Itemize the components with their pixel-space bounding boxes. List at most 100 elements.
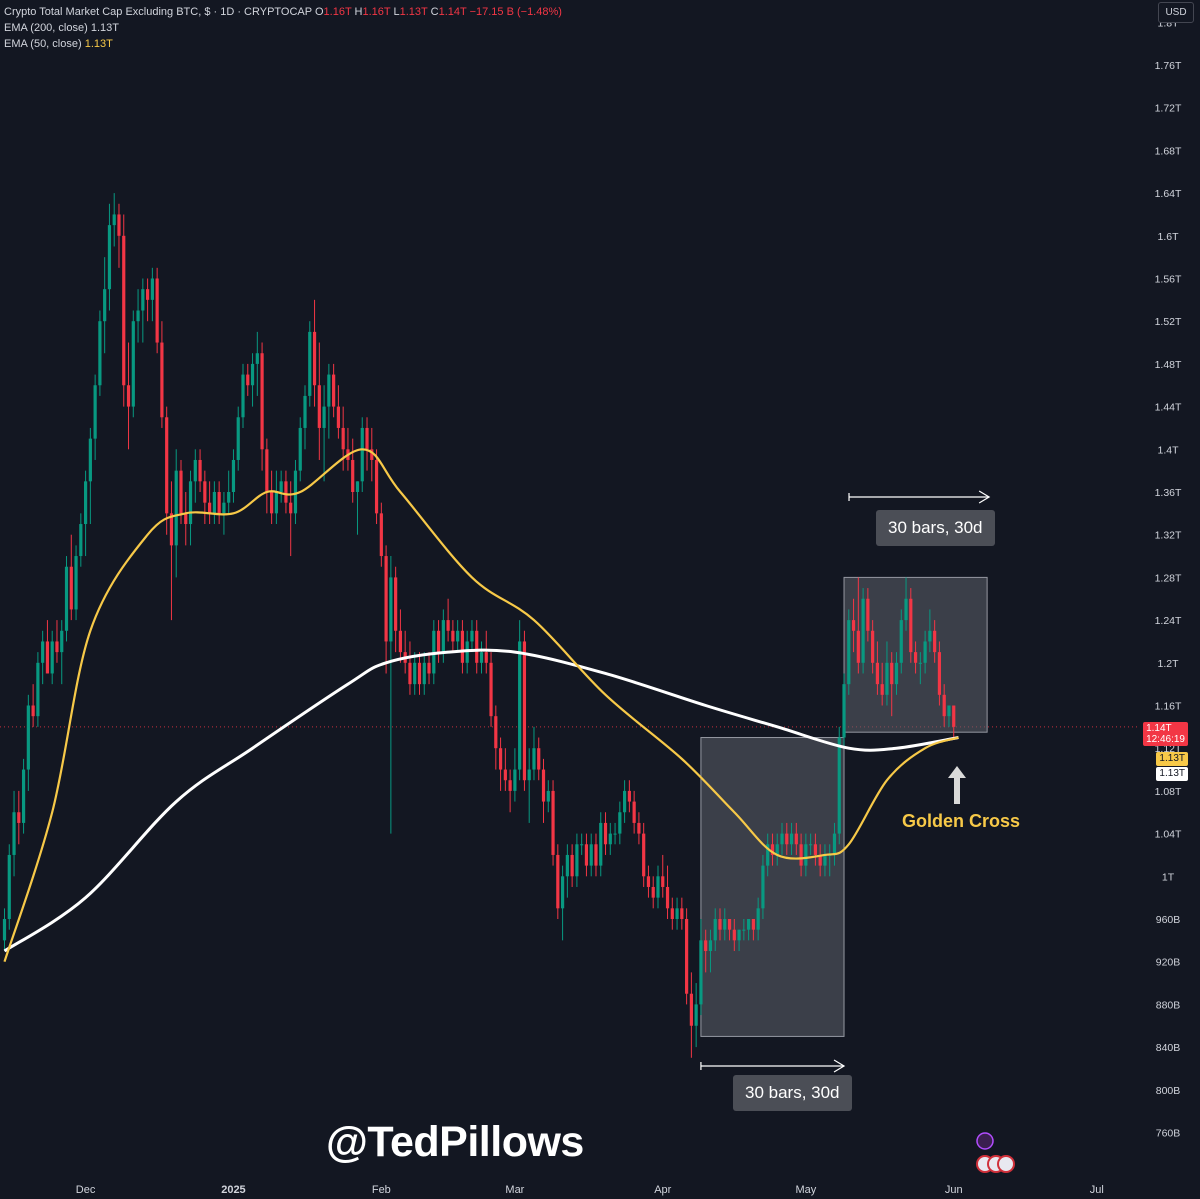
ohlc-close: 1.14T [438,6,467,18]
ohlc-close-label: C [430,6,439,18]
legend-symbol-row[interactable]: Crypto Total Market Cap Excluding BTC, $… [4,4,562,20]
candle-body [98,321,102,386]
candle-body [150,278,154,300]
candle-body [685,919,689,994]
candle-body [446,620,450,631]
candle-body [179,470,183,514]
candle-body [308,331,312,396]
candle-body [379,513,383,557]
candle-body [236,417,240,460]
candle-body [894,662,899,685]
candle-body [193,459,197,482]
ema50-value: 1.13T [84,38,113,50]
candle-body [198,459,202,482]
candle-body [699,940,703,1005]
candle-body [217,492,221,514]
candle-body [83,481,88,525]
candle-body [928,630,932,642]
candle-body [312,331,317,386]
candle-body [909,598,913,653]
golden-cross-arrow-icon [948,766,966,804]
candle-body [875,662,880,685]
candle-body [146,289,150,300]
candle-body [289,502,293,514]
candle-body [260,353,264,450]
candle-body [165,417,169,514]
golden-cross-label[interactable]: Golden Cross [902,811,1021,831]
candle-body [923,641,927,663]
candle-body [885,662,889,695]
currency-button[interactable]: USD [1158,2,1194,23]
x-tick-label: Feb [372,1184,391,1196]
candle-body [227,492,231,503]
candle-body [861,598,865,663]
candle-body [718,919,722,930]
candle-body [41,641,45,663]
candles [2,193,956,1058]
candle-body [551,790,555,855]
bars-range-label-top[interactable]: 30 bars, 30d [876,510,995,546]
candle-body [103,289,107,322]
candle-body [45,641,50,674]
candle-body [255,353,259,364]
flag-icon [997,1155,1015,1173]
y-tick-label: 1.36T [1155,487,1182,499]
candle-body [608,833,612,845]
candle-body [904,598,908,621]
candle-body [317,385,321,428]
bars-range-label-bottom[interactable]: 30 bars, 30d [733,1075,852,1111]
x-axis: Dec 2025 Feb Mar Apr May Jun Jul [76,1184,1104,1196]
candle-body [756,908,760,930]
candle-body [231,459,236,492]
candle-body [479,652,484,663]
candle-body [694,1004,698,1026]
x-tick-label: Jun [945,1184,963,1196]
symbol-title: Crypto Total Market Cap Excluding BTC, $… [4,6,312,18]
candle-body [365,427,369,450]
candle-body [122,235,126,386]
candle-body [169,513,174,546]
ema200-value: 1.13T [90,22,119,34]
candle-body [36,662,40,717]
candle-body [12,812,16,855]
y-tick-label: 1.68T [1155,145,1182,157]
y-axis: 1.8T1.76T1.72T1.68T1.64T1.6T1.56T1.52T1.… [1155,17,1182,1139]
candle-body [413,662,417,685]
candle-body [933,630,937,653]
candle-body [131,321,135,407]
candle-body [188,481,193,525]
candle-body [265,449,269,492]
candle-body [789,833,794,845]
candle-body [942,694,946,717]
y-tick-label: 1.08T [1155,786,1182,798]
candle-body [661,876,665,887]
candle-body [112,214,116,226]
candle-body [360,427,364,482]
candle-body [832,833,837,855]
legend-ema200-row[interactable]: EMA (200, close) 1.13T [4,20,562,36]
candle-body [394,577,398,631]
candle-body [513,769,517,791]
candle-body [7,854,11,919]
y-tick-label: 1.32T [1155,530,1182,542]
candle-body [856,630,860,663]
ohlc-high-label: H [354,6,363,18]
candle-body [532,748,536,770]
candle-body [918,662,922,664]
legend-ema50-row[interactable]: EMA (50, close) 1.13T [4,36,562,52]
candle-body [384,556,388,642]
candle-body [794,833,798,845]
candle-body [770,844,775,855]
candle-body [913,652,918,663]
candle-body [537,748,541,770]
y-tick-label: 1.2T [1157,658,1179,670]
x-tick-label: 2025 [221,1184,245,1196]
candle-body [766,844,770,866]
candle-body [88,438,92,482]
candle-body [575,844,579,877]
candle-body [274,492,278,514]
candle-body [704,940,708,952]
candle-body [627,790,631,802]
candle-body [31,705,35,717]
